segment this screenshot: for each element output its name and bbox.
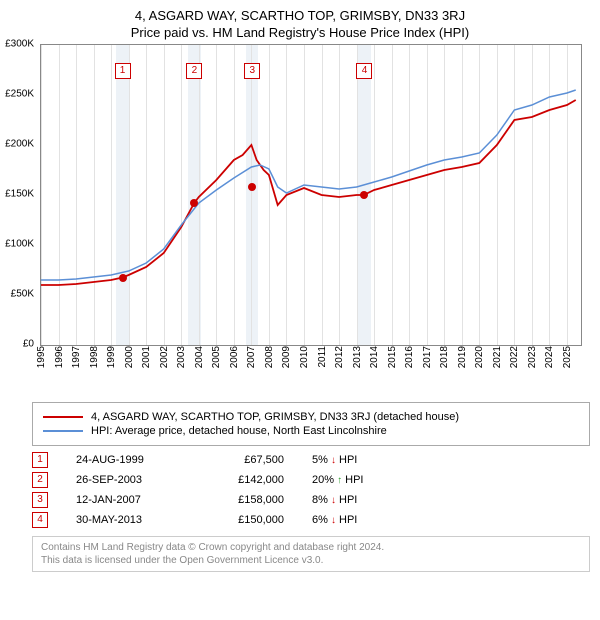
x-tick-label: 2016 [404, 346, 415, 368]
transaction-table: 1 24-AUG-1999 £67,500 5% ↓ HPI 2 26-SEP-2003 £… [32, 452, 590, 528]
x-tick-label: 2002 [159, 346, 170, 368]
x-tick-label: 2017 [422, 346, 433, 368]
tx-date: 12-JAN-2007 [76, 494, 186, 506]
x-tick-label: 1996 [54, 346, 65, 368]
x-tick-label: 2007 [246, 346, 257, 368]
subtitle: Price paid vs. HM Land Registry's House … [0, 25, 600, 40]
tx-date: 24-AUG-1999 [76, 454, 186, 466]
tx-price: £158,000 [214, 494, 284, 506]
x-tick-label: 2025 [562, 346, 573, 368]
y-tick-label: £250K [5, 89, 34, 100]
x-tick-label: 1999 [106, 346, 117, 368]
tx-diff: 5% ↓ HPI [312, 454, 402, 466]
x-tick-label: 2024 [544, 346, 555, 368]
y-tick-label: £0 [23, 339, 34, 350]
tx-number: 2 [32, 472, 48, 488]
x-tick-label: 1998 [89, 346, 100, 368]
y-axis: £0£50K£100K£150K£200K£250K£300K [0, 44, 40, 344]
y-tick-label: £50K [11, 289, 34, 300]
tx-number: 4 [32, 512, 48, 528]
x-tick-label: 2012 [334, 346, 345, 368]
tx-diff: 6% ↓ HPI [312, 514, 402, 526]
sale-point [248, 183, 256, 191]
sale-point [119, 274, 127, 282]
x-tick-label: 2014 [369, 346, 380, 368]
title-area: 4, ASGARD WAY, SCARTHO TOP, GRIMSBY, DN3… [0, 0, 600, 44]
tx-number: 3 [32, 492, 48, 508]
legend-item: 4, ASGARD WAY, SCARTHO TOP, GRIMSBY, DN3… [43, 411, 579, 423]
legend-label: HPI: Average price, detached house, Nort… [91, 425, 387, 437]
marker-box: 2 [186, 63, 202, 79]
tx-date: 30-MAY-2013 [76, 514, 186, 526]
marker-box: 4 [356, 63, 372, 79]
transaction-row: 1 24-AUG-1999 £67,500 5% ↓ HPI [32, 452, 590, 468]
marker-box: 1 [115, 63, 131, 79]
series-property [41, 100, 576, 285]
sale-point [190, 199, 198, 207]
plot-area: 1 2 3 4 [40, 44, 582, 346]
legend-swatch [43, 430, 83, 432]
x-tick-label: 2020 [474, 346, 485, 368]
marker-box: 3 [244, 63, 260, 79]
x-tick-label: 2008 [264, 346, 275, 368]
x-tick-label: 2022 [509, 346, 520, 368]
y-tick-label: £200K [5, 139, 34, 150]
x-tick-label: 2001 [141, 346, 152, 368]
line-svg [41, 45, 581, 345]
x-tick-label: 2015 [387, 346, 398, 368]
x-tick-label: 2005 [211, 346, 222, 368]
y-tick-label: £300K [5, 39, 34, 50]
x-tick-label: 1995 [36, 346, 47, 368]
legend-label: 4, ASGARD WAY, SCARTHO TOP, GRIMSBY, DN3… [91, 411, 459, 423]
tx-price: £67,500 [214, 454, 284, 466]
legend-swatch [43, 416, 83, 418]
sale-point [360, 191, 368, 199]
y-tick-label: £100K [5, 239, 34, 250]
footer-note: Contains HM Land Registry data © Crown c… [32, 536, 590, 572]
footer-line2: This data is licensed under the Open Gov… [41, 554, 581, 567]
legend: 4, ASGARD WAY, SCARTHO TOP, GRIMSBY, DN3… [32, 402, 590, 446]
tx-diff: 8% ↓ HPI [312, 494, 402, 506]
tx-price: £150,000 [214, 514, 284, 526]
x-tick-label: 2010 [299, 346, 310, 368]
x-tick-label: 2004 [194, 346, 205, 368]
tx-price: £142,000 [214, 474, 284, 486]
x-tick-label: 2019 [457, 346, 468, 368]
y-tick-label: £150K [5, 189, 34, 200]
chart-area: £0£50K£100K£150K£200K£250K£300K 1234 199… [40, 44, 600, 364]
x-tick-label: 2003 [176, 346, 187, 368]
x-tick-label: 2021 [492, 346, 503, 368]
x-tick-label: 2013 [352, 346, 363, 368]
transaction-row: 3 12-JAN-2007 £158,000 8% ↓ HPI [32, 492, 590, 508]
x-tick-label: 2018 [439, 346, 450, 368]
x-tick-label: 2006 [229, 346, 240, 368]
tx-diff: 20% ↑ HPI [312, 474, 402, 486]
tx-date: 26-SEP-2003 [76, 474, 186, 486]
transaction-row: 4 30-MAY-2013 £150,000 6% ↓ HPI [32, 512, 590, 528]
x-tick-label: 2023 [527, 346, 538, 368]
footer-line1: Contains HM Land Registry data © Crown c… [41, 541, 581, 554]
x-tick-label: 1997 [71, 346, 82, 368]
x-tick-label: 2009 [281, 346, 292, 368]
address-title: 4, ASGARD WAY, SCARTHO TOP, GRIMSBY, DN3… [0, 8, 600, 23]
chart-container: 4, ASGARD WAY, SCARTHO TOP, GRIMSBY, DN3… [0, 0, 600, 572]
series-hpi [41, 90, 576, 280]
transaction-row: 2 26-SEP-2003 £142,000 20% ↑ HPI [32, 472, 590, 488]
legend-item: HPI: Average price, detached house, Nort… [43, 425, 579, 437]
x-tick-label: 2011 [317, 346, 328, 368]
x-tick-label: 2000 [124, 346, 135, 368]
tx-number: 1 [32, 452, 48, 468]
